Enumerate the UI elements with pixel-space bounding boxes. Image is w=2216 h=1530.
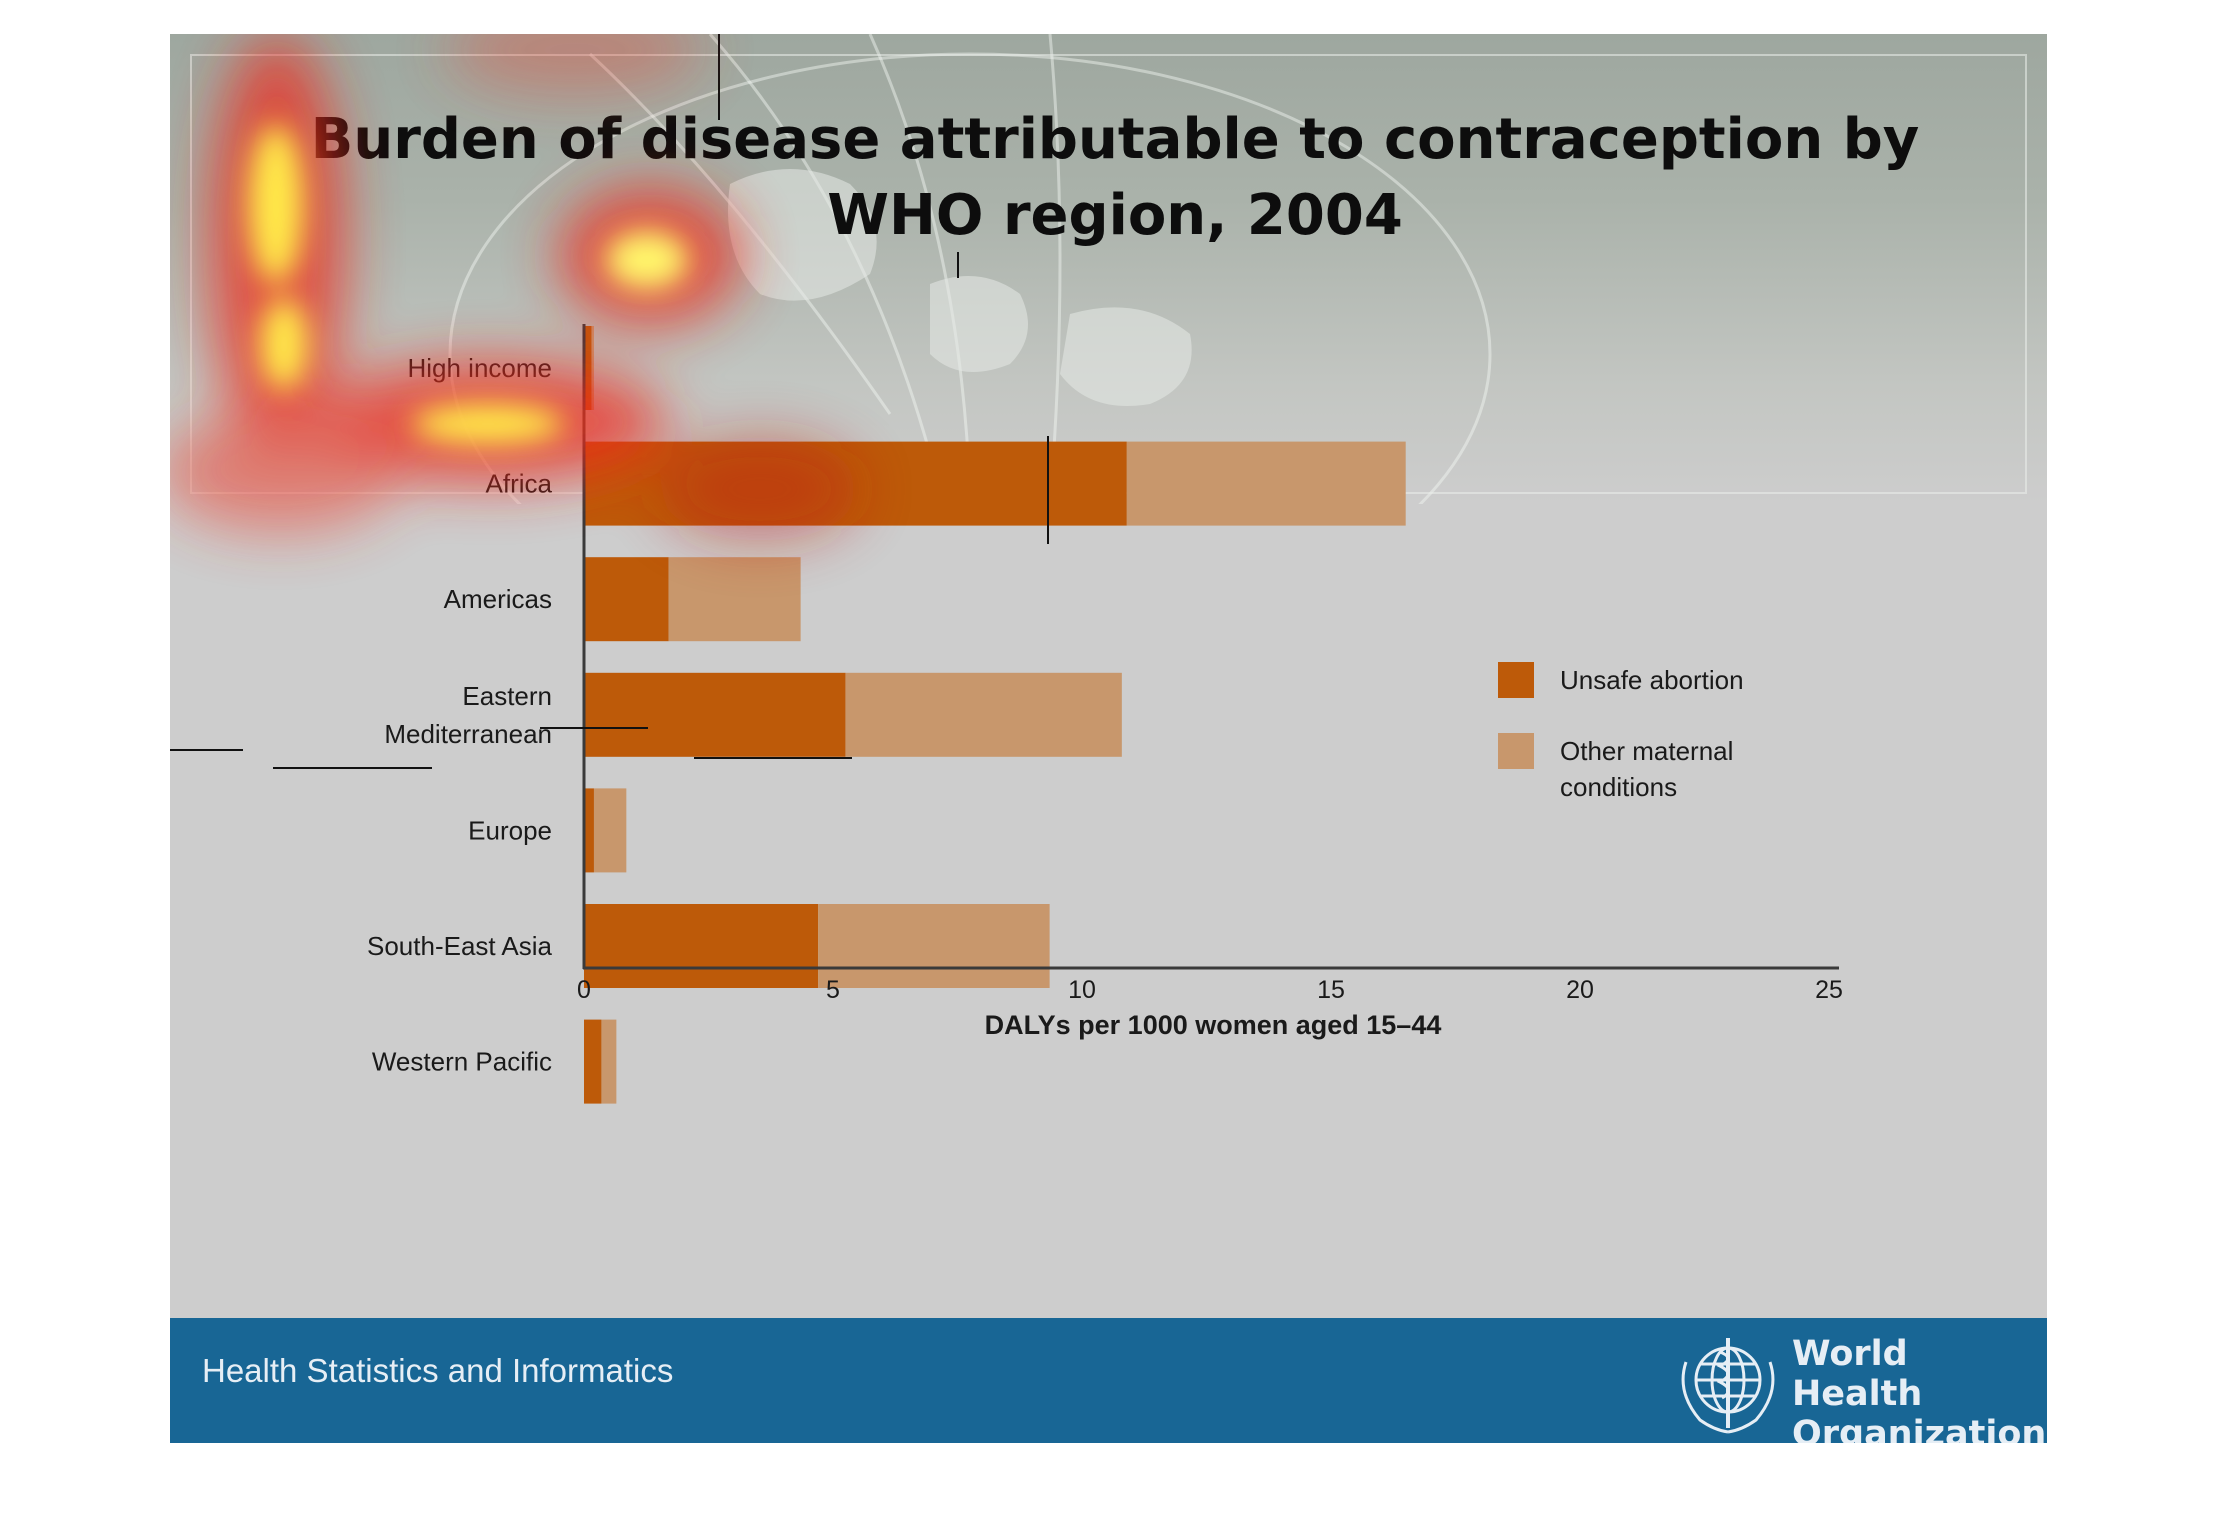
category-label-0: High income [407,353,552,383]
bar-unsafe-abortion-6 [584,1019,602,1104]
bar-unsafe-abortion-2 [584,557,669,642]
bar-unsafe-abortion-4 [584,788,594,873]
annotation-marks [170,34,1049,769]
slide-title: Burden of disease attributable to contra… [310,107,1920,248]
legend-swatch-1 [1498,733,1534,769]
category-label-5: South-East Asia [367,931,553,961]
who-wordmark-line2: Organization [1792,1414,2047,1443]
world-map-graphic [448,34,1492,504]
category-label-6: Western Pacific [372,1047,552,1077]
chart-legend: Unsafe abortion Other maternal conditions [1498,662,1744,802]
bar-unsafe-abortion-3 [584,672,846,757]
bar-unsafe-abortion-1 [584,441,1127,526]
bar-other-maternal-0 [591,326,594,410]
footer-band: Health Statistics and Informatics World … [170,1318,2047,1443]
category-label-2: Americas [444,584,552,614]
legend-swatch-0 [1498,662,1534,698]
who-wordmark: World Health Organization [1792,1334,2047,1443]
bar-unsafe-abortion-5 [584,904,819,988]
x-tick-label-2: 10 [1068,976,1096,1004]
x-tick-label-0: 0 [577,976,591,1004]
legend-label-0: Unsafe abortion [1560,665,1744,695]
x-tick-label-4: 20 [1566,976,1594,1004]
who-emblem-icon [1681,1338,1775,1434]
bar-other-maternal-2 [668,557,801,642]
x-tick-label-5: 25 [1815,976,1843,1004]
bar-other-maternal-5 [818,904,1050,988]
category-label-3: Eastern Mediterranean [384,681,552,749]
bar-other-maternal-4 [593,788,627,873]
who-wordmark-line1: World Health [1792,1334,1923,1414]
stacked-bar-chart: High income Africa Americas Eastern Mediterr… [170,34,1843,1104]
x-axis-title: DALYs per 1000 women aged 15–44 [985,1010,1442,1040]
x-tick-label-3: 15 [1317,976,1345,1004]
legend-label-1: Other maternal conditions [1560,736,1733,802]
bar-other-maternal-1 [1126,441,1406,526]
category-label-4: Europe [468,815,552,845]
footer-label: Health Statistics and Informatics [202,1352,674,1389]
bar-other-maternal-3 [845,672,1122,757]
bar-other-maternal-6 [601,1019,617,1104]
category-label-1: Africa [486,469,553,499]
slide: Burden of disease attributable to contra… [170,34,2047,1443]
x-tick-label-1: 5 [826,976,840,1004]
